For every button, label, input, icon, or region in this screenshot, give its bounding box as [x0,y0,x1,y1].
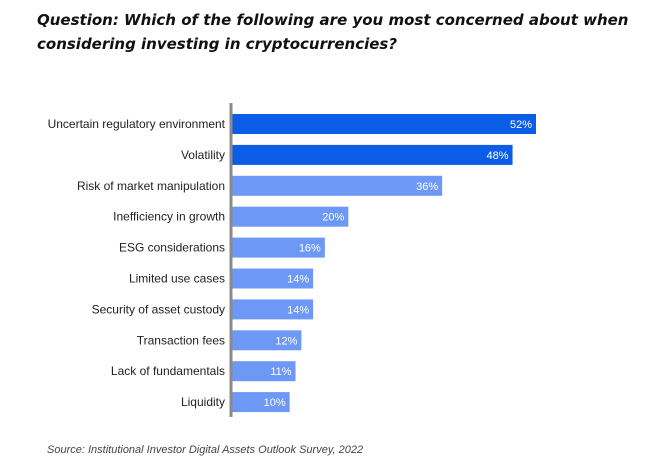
bar-9 [231,392,290,413]
bar-5 [231,268,314,289]
category-label-8: Lack of fundamentals [111,364,225,378]
value-label-1: 48% [487,150,509,162]
value-label-6: 14% [287,304,309,316]
bar-1 [231,144,513,165]
category-label-7: Transaction fees [137,333,225,347]
bar-0 [231,114,536,134]
value-label-5: 14% [287,274,309,286]
value-label-0: 52% [510,119,532,131]
value-label-7: 12% [275,335,297,347]
category-label-5: Limited use cases [129,272,225,286]
category-label-3: Inefficiency in growth [113,210,225,224]
value-label-8: 11% [270,366,291,378]
category-label-0: Uncertain regulatory environment [48,117,226,131]
bar-2 [231,175,443,196]
chart-question-title: Question: Which of the following are you… [37,11,629,53]
value-label-4: 16% [299,243,321,255]
chart-source-note: Source: Institutional Investor Digital A… [47,444,364,456]
value-label-9: 10% [264,397,286,409]
category-label-1: Volatility [181,148,225,162]
category-label-9: Liquidity [181,395,225,409]
value-label-2: 36% [416,181,438,193]
bar-8 [231,361,296,382]
bar-6 [231,299,314,320]
bar-4 [231,237,325,258]
value-label-3: 20% [322,212,344,224]
bar-3 [231,206,349,227]
bar-7 [231,330,302,351]
category-label-2: Risk of market manipulation [77,179,225,193]
category-label-4: ESG considerations [119,241,225,255]
bars-group: Uncertain regulatory environment 52% Volat… [48,114,536,413]
category-label-6: Security of asset custody [92,302,225,316]
bar-chart: Uncertain regulatory environment 52% Volat… [48,103,536,417]
